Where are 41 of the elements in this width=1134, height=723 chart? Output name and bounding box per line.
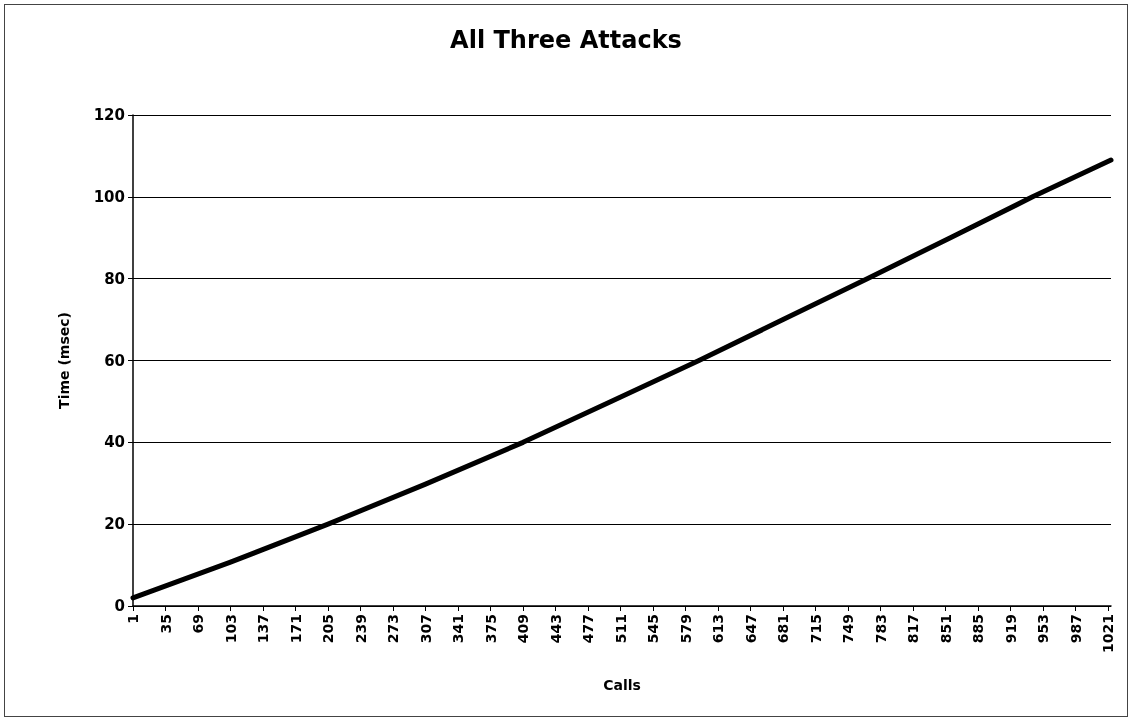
y-tick-label: 120 [93,106,125,124]
x-tick-label: 69 [190,614,207,634]
x-tick-label: 307 [417,614,434,644]
x-tick-label: 375 [482,614,499,644]
x-tick-label: 443 [547,614,564,644]
x-tick-label: 885 [970,614,987,644]
y-tick-label: 80 [104,269,125,288]
x-tick-label: 953 [1035,614,1052,644]
x-tick-label: 647 [742,614,759,644]
x-tick-label: 103 [222,614,239,644]
x-tick-label: 477 [580,614,597,644]
x-tick-label: 817 [905,614,922,644]
x-tick-label: 579 [677,614,694,644]
x-tick-label: 273 [385,614,402,644]
x-tick-label: 1 [125,614,141,624]
y-axis-title: Time (msec) [56,312,72,409]
y-tick-label: 40 [104,433,125,452]
x-tick-label: 341 [450,614,467,644]
x-tick-label: 749 [840,614,857,644]
x-tick-label: 545 [645,614,662,644]
x-tick-label: 1021 [1100,614,1117,653]
x-tick-label: 239 [352,614,369,644]
x-axis-title: Calls [603,677,641,693]
x-tick-label: 409 [515,614,532,644]
y-tick-label: 0 [114,597,125,615]
x-tick-label: 987 [1067,614,1084,644]
chart-title: All Three Attacks [450,26,682,54]
x-tick-label: 35 [157,614,174,634]
y-tick-label: 100 [93,187,125,206]
x-tick-label: 715 [807,614,824,644]
x-tick-label: 137 [255,614,272,644]
x-tick-label: 613 [710,614,727,644]
x-tick-label: 171 [287,614,304,644]
x-tick-label: 681 [775,614,792,644]
x-tick-label: 511 [612,614,629,644]
x-tick-label: 851 [937,614,954,644]
x-tick-label: 783 [872,614,889,644]
x-tick-label: 919 [1002,614,1019,644]
x-tick-label: 205 [320,614,337,644]
y-tick-label: 60 [104,351,125,370]
y-tick-label: 20 [104,515,125,534]
